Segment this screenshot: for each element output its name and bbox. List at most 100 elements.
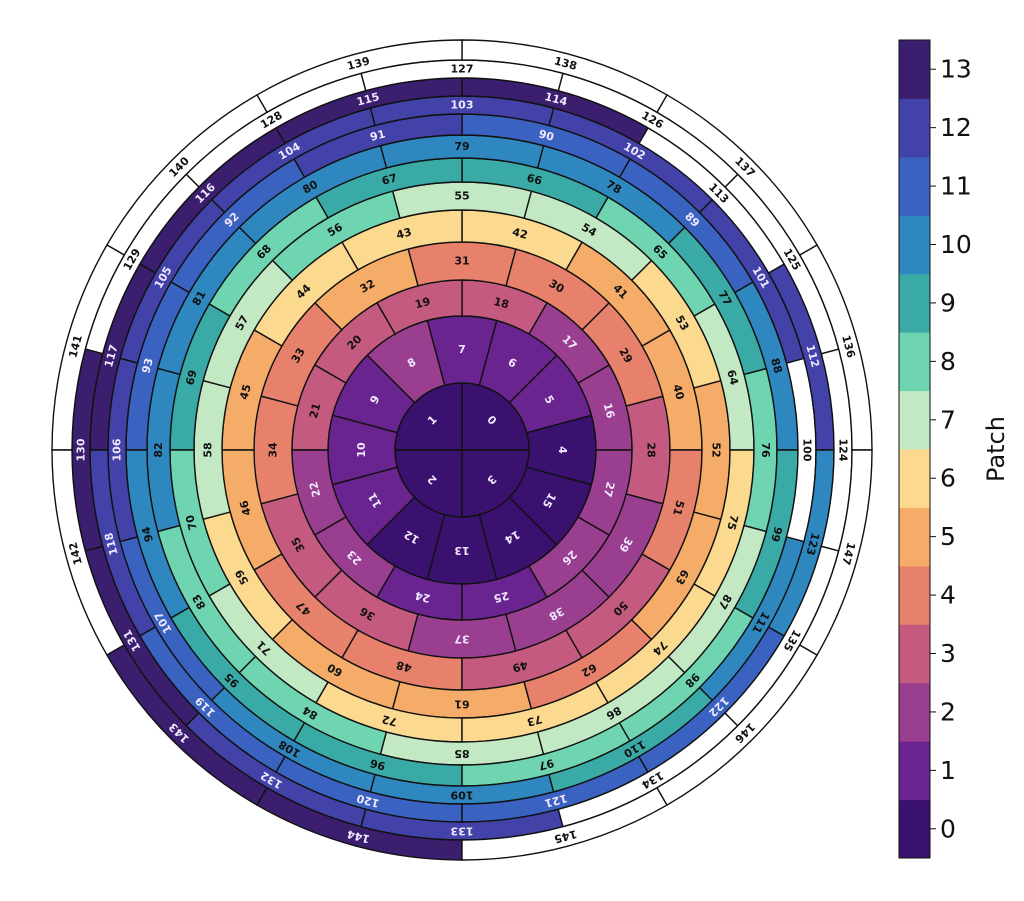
colorbar-swatch-0 [899, 799, 930, 859]
cell-label: 73 [525, 712, 543, 729]
cell-label: 7 [458, 343, 466, 356]
cell-label: 106 [111, 438, 124, 461]
cell-label: 112 [803, 343, 822, 369]
cell-label: 4 [556, 446, 569, 454]
cell-label: 123 [803, 531, 822, 557]
cell-label: 16 [601, 402, 618, 420]
cell-label: 85 [454, 747, 469, 760]
colorbar-tick-label: 2 [940, 697, 956, 726]
colorbar-swatch-1 [899, 741, 930, 801]
colorbar-swatch-11 [899, 156, 930, 216]
cell-label: 67 [380, 171, 398, 188]
cell-label: 49 [511, 658, 529, 675]
cell-label: 28 [645, 442, 658, 457]
cell-label: 27 [601, 480, 618, 498]
cell-label: 90 [537, 127, 555, 144]
cell-label: 121 [543, 791, 569, 810]
cell-label: 109 [451, 789, 474, 802]
cell-label: 19 [414, 295, 432, 312]
cell-147 [798, 449, 873, 656]
cell-label: 138 [553, 54, 579, 73]
colorbar-swatch-9 [899, 273, 930, 333]
colorbar-tick-label: 4 [940, 581, 956, 610]
colorbar-tick-label: 11 [940, 172, 972, 201]
cell-label: 46 [237, 499, 254, 517]
cell-label: 18 [492, 295, 510, 312]
cell-label: 22 [307, 480, 324, 498]
cell-label: 141 [66, 334, 85, 360]
cell-label: 142 [66, 541, 85, 567]
cell-label: 96 [368, 756, 386, 773]
colorbar-tick-label: 13 [940, 55, 972, 84]
cell-label: 139 [346, 54, 372, 73]
cell-label: 82 [152, 442, 165, 457]
colorbar-tick-label: 9 [940, 288, 956, 317]
cell-label: 69 [183, 368, 200, 386]
colorbar-title: Patch [982, 416, 1010, 482]
cell-label: 76 [759, 442, 772, 458]
cell-label: 64 [724, 368, 741, 386]
cell-label: 52 [710, 442, 723, 457]
colorbar-swatch-13 [899, 40, 930, 99]
cell-label: 48 [395, 658, 413, 675]
cell-label: 130 [75, 438, 88, 461]
cell-label: 25 [492, 589, 510, 606]
cell-label: 37 [454, 633, 469, 646]
cell-label: 118 [102, 531, 121, 557]
cell-label: 144 [345, 827, 371, 846]
cell-label: 133 [451, 825, 474, 838]
cell-label: 79 [454, 140, 469, 153]
cell-label: 75 [724, 513, 741, 531]
cell-label: 147 [839, 541, 858, 567]
cell-label: 10 [355, 442, 368, 458]
cell-label: 145 [553, 827, 579, 846]
colorbar-swatch-3 [899, 624, 930, 684]
cell-label: 34 [267, 442, 280, 458]
colorbar-tick-label: 5 [940, 522, 956, 551]
cell-label: 117 [102, 343, 121, 369]
cell-label: 70 [183, 513, 200, 531]
cell-label: 103 [451, 99, 474, 112]
cell-label: 136 [839, 334, 858, 360]
cell-label: 124 [837, 439, 850, 462]
cell-label: 51 [670, 499, 687, 517]
cell-label: 21 [307, 402, 324, 420]
colorbar-tick-label: 7 [940, 405, 956, 434]
colorbar-tick-label: 1 [940, 756, 956, 785]
cell-label: 24 [413, 588, 431, 605]
cell-label: 61 [454, 698, 469, 711]
colorbar-swatch-6 [899, 449, 930, 508]
colorbar-swatch-5 [899, 507, 930, 567]
cell-label: 115 [355, 90, 381, 109]
colorbar-swatch-12 [899, 98, 930, 158]
cell-label: 55 [454, 190, 469, 203]
colorbar-tick-label: 0 [940, 814, 956, 843]
cell-label: 93 [139, 357, 156, 375]
cell-label: 58 [202, 442, 215, 457]
cell-label: 94 [139, 525, 156, 543]
cell-label: 99 [768, 525, 785, 543]
cell-label: 66 [525, 171, 543, 188]
colorbar-swatch-4 [899, 565, 930, 625]
colorbar-tick-label: 8 [940, 347, 956, 376]
cell-label: 120 [355, 791, 381, 810]
cell-label: 72 [380, 712, 398, 729]
cell-label: 31 [454, 255, 469, 268]
cell-label: 127 [451, 63, 474, 76]
colorbar-tick-label: 3 [940, 639, 956, 668]
cell-label: 42 [511, 225, 529, 242]
ring-cells [51, 39, 873, 861]
cell-label: 13 [454, 544, 469, 557]
colorbar-swatch-7 [899, 390, 930, 450]
colorbar-tick-label: 12 [940, 113, 972, 142]
cell-label: 100 [801, 439, 814, 462]
colorbar-frame [898, 39, 931, 859]
cell-label: 40 [670, 383, 687, 401]
cell-label: 45 [237, 383, 254, 401]
colorbar-swatch-8 [899, 332, 930, 392]
colorbar-tick-label: 6 [940, 464, 956, 493]
cell-label: 88 [768, 357, 785, 375]
colorbar-swatch-10 [899, 215, 930, 275]
